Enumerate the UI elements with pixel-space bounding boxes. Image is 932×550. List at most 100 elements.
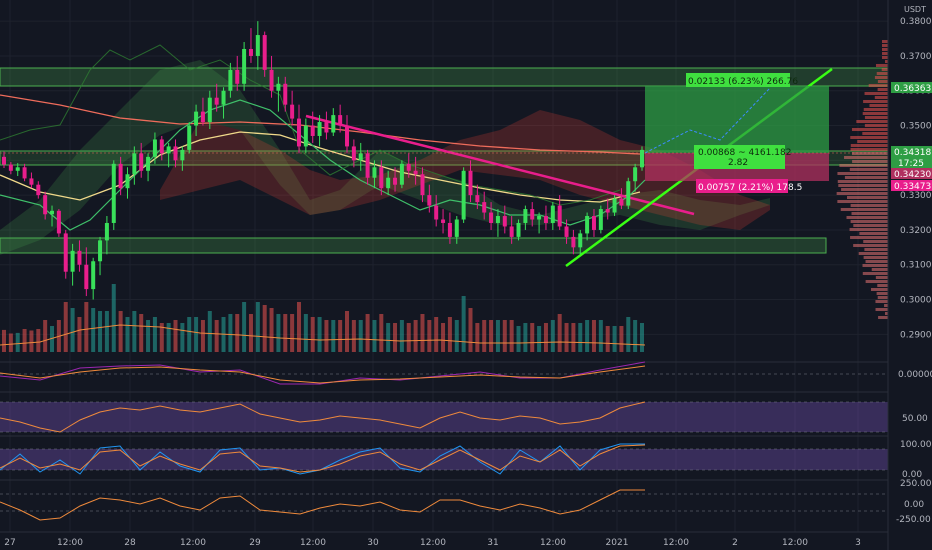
volume-profile-bar: [850, 236, 888, 239]
volume-bar: [537, 326, 542, 352]
volume-bar: [22, 329, 27, 352]
volume-profile-bar: [864, 92, 888, 95]
time-tick-label: 31: [487, 538, 498, 548]
candle-body: [640, 149, 644, 168]
candle-body: [303, 125, 308, 147]
candle-body: [365, 153, 370, 178]
volume-bar: [70, 308, 75, 352]
volume-profile-bar: [882, 56, 888, 59]
candle-body: [633, 167, 638, 182]
candle-body: [543, 216, 548, 223]
volume-bar: [29, 330, 34, 352]
price-label-target-box: [891, 82, 932, 93]
time-tick-label: 12:00: [540, 538, 566, 548]
candle-body: [523, 209, 528, 223]
volume-bar: [36, 329, 41, 352]
volume-profile-bar: [882, 48, 888, 51]
volume-bar: [585, 320, 590, 352]
volume-profile-bar: [882, 44, 888, 47]
volume-profile-bar: [858, 252, 888, 255]
volume-bar: [317, 317, 322, 352]
volume-profile-bar: [836, 192, 888, 195]
candle-body: [22, 167, 27, 179]
volume-profile-bar: [885, 60, 888, 63]
volume-bar: [276, 314, 281, 352]
candle-body: [235, 69, 240, 84]
candle-body: [296, 118, 301, 147]
volume-bar: [571, 323, 576, 352]
candle-body: [262, 35, 267, 70]
stoch-0-label: 0.00: [902, 470, 922, 480]
volume-bar: [365, 314, 370, 352]
ratio-label: 2.82: [728, 158, 748, 168]
candle-body: [585, 216, 590, 234]
volume-bar: [447, 317, 452, 352]
volume-profile-bar: [877, 88, 888, 91]
price-label-entry: 0.34230: [894, 170, 931, 180]
volume-profile-bar: [851, 212, 888, 215]
rsi-50-label: 50.00: [902, 414, 928, 424]
volume-bar: [98, 311, 103, 352]
price-label-entry-box: [891, 168, 932, 179]
volume-bar: [434, 317, 439, 352]
volume-bar: [619, 326, 624, 352]
candle-body: [173, 146, 178, 161]
volume-bar: [180, 323, 185, 352]
ma-slow-line: [0, 94, 641, 155]
time-tick-label: 28: [124, 538, 136, 548]
stoch-pane: [0, 443, 888, 475]
volume-profile-bar: [857, 140, 888, 143]
stoch-100-label: 100.00: [900, 440, 932, 450]
volume-bar: [296, 302, 301, 352]
volume-profile-bar: [875, 308, 888, 311]
volume-profile-bar: [849, 228, 888, 231]
macd-signal-line: [0, 365, 646, 384]
candle-body: [146, 156, 151, 171]
price-label-stop: 0.33473: [894, 182, 931, 192]
volume-bar: [393, 323, 398, 352]
stop-label-box: [696, 179, 788, 193]
candle-body: [276, 83, 281, 91]
candle-body: [2, 156, 6, 165]
candles-group: [2, 21, 644, 300]
volume-bar: [166, 323, 171, 352]
volume-profile-bar: [863, 100, 888, 103]
volume-bar: [372, 320, 377, 352]
candle-body: [104, 222, 109, 241]
candle-body: [214, 97, 219, 105]
volume-profile-bar: [869, 104, 888, 107]
volume-profile-bar: [851, 128, 888, 131]
candle-body: [427, 195, 432, 206]
volume-profile-bar: [862, 112, 888, 115]
candle-body: [255, 35, 260, 56]
volume-bar: [290, 314, 295, 352]
candle-body: [550, 205, 555, 223]
time-tick-label: 3: [855, 538, 861, 548]
volume-profile-bar: [850, 148, 888, 151]
cci-neg-250-label: -250.00: [896, 515, 931, 525]
price-label-last-box: [891, 146, 932, 168]
candle-body: [180, 149, 185, 161]
volume-group: [2, 284, 644, 352]
volume-bar: [187, 317, 192, 352]
volume-bar: [324, 320, 329, 352]
candle-body: [248, 48, 253, 56]
candle-body: [475, 195, 480, 203]
volume-profile-bar: [884, 304, 888, 307]
volume-profile-bar: [862, 264, 888, 267]
center-label-box: [694, 145, 785, 169]
volume-profile-bar: [865, 260, 888, 263]
candle-body: [63, 233, 68, 272]
candle-body: [324, 122, 329, 133]
volume-profile-bar: [840, 208, 888, 211]
candle-body: [571, 236, 576, 248]
target-label: 0.02133 (6.23%) 266.76: [688, 77, 798, 87]
candle-body: [125, 174, 130, 189]
volume-profile-bar: [882, 40, 888, 43]
volume-profile-bar: [837, 180, 888, 183]
candle-body: [166, 146, 171, 154]
